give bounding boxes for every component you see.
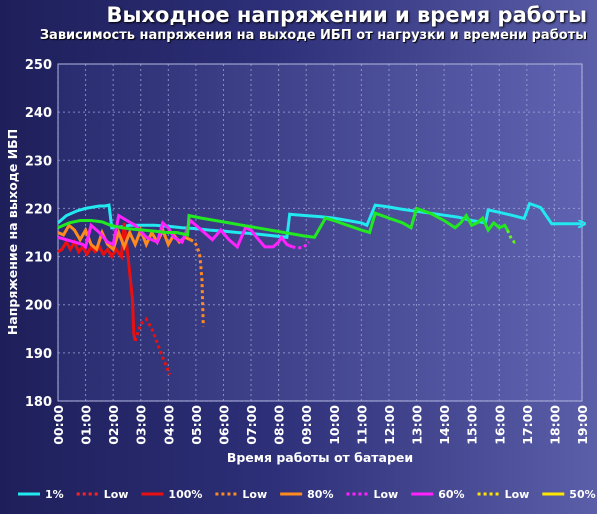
x-tick-label: 17:00 — [520, 405, 535, 445]
x-tick-label: 00:00 — [51, 405, 66, 445]
x-tick-label: 06:00 — [216, 405, 231, 445]
y-tick-label: 220 — [25, 202, 52, 217]
x-tick-label: 14:00 — [437, 405, 452, 445]
y-tick-label: 250 — [25, 58, 52, 73]
x-axis-label: Время работы от батареи — [227, 450, 413, 465]
x-tick-label: 09:00 — [299, 405, 314, 445]
x-tick-label: 18:00 — [547, 405, 562, 445]
series-line — [57, 206, 509, 239]
x-tick-label: 16:00 — [492, 405, 507, 445]
series-line — [57, 222, 137, 342]
y-tick-label: 210 — [25, 251, 52, 266]
y-tick-label: 190 — [25, 347, 52, 362]
y-tick-label: 230 — [25, 154, 52, 169]
x-tick-label: 01:00 — [79, 405, 94, 445]
series-line — [506, 229, 518, 244]
legend-label: 60% — [438, 488, 464, 501]
x-tick-label: 04:00 — [161, 405, 176, 445]
plot-area — [57, 63, 583, 402]
x-tick-label: 12:00 — [382, 405, 397, 445]
series-line — [57, 213, 293, 250]
series-line — [292, 241, 311, 250]
series-line — [57, 222, 191, 252]
x-tick-label: 15:00 — [465, 405, 480, 445]
x-tick-label: 05:00 — [189, 405, 204, 445]
legend-label: 1% — [45, 488, 64, 501]
x-tick-label: 07:00 — [244, 405, 259, 445]
legend-label: Low — [373, 488, 398, 501]
legend-label: Low — [242, 488, 267, 501]
x-tick-label: 02:00 — [106, 405, 121, 445]
legend-label: Low — [104, 488, 129, 501]
x-tick-label: 08:00 — [272, 405, 287, 445]
legend-label: Low — [505, 488, 530, 501]
legend-label: 100% — [168, 488, 202, 501]
x-tick-label: 03:00 — [134, 405, 149, 445]
legend-label: 80% — [307, 488, 333, 501]
chart-subtitle: Зависимость напряжения на выходе ИБП от … — [39, 28, 587, 43]
x-tick-label: 11:00 — [354, 405, 369, 445]
chart-title: Выходное напряжении и время работы — [106, 3, 587, 27]
y-axis-label: Напряжение на выходе ИБП — [5, 129, 20, 335]
y-axis: 180 190 200 210 220 230 240 250 — [25, 58, 52, 410]
x-axis: 00:00 01:00 02:00 03:00 04:00 05:00 06:00 07:00… — [51, 405, 590, 445]
series-group — [57, 201, 582, 376]
grid — [57, 63, 583, 402]
legend-label: 50% — [569, 488, 595, 501]
x-tick-label: 10:00 — [327, 405, 342, 445]
x-tick-label: 13:00 — [410, 405, 425, 445]
y-tick-label: 200 — [25, 299, 52, 314]
series-line — [133, 316, 172, 376]
y-tick-label: 240 — [25, 106, 52, 121]
x-tick-label: 19:00 — [575, 405, 590, 445]
y-tick-label: 180 — [25, 395, 52, 410]
